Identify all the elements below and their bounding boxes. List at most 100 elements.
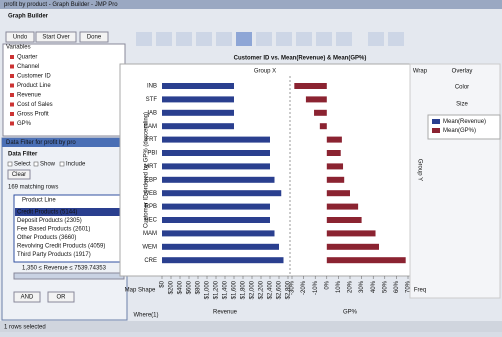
bar [326, 217, 362, 223]
x-tick-label: -30% [290, 280, 296, 295]
zone: Group Y [416, 159, 422, 181]
x-tick-label: -20% [301, 280, 307, 295]
button[interactable] [7, 169, 31, 180]
tool-icon[interactable] [216, 32, 232, 46]
x-tick-label: $2,800 [286, 280, 292, 299]
bar [162, 123, 234, 130]
y-tick-label: STF [146, 97, 158, 103]
y-tick-label: EBP [145, 177, 157, 183]
y-tick-label: CRE [144, 258, 157, 264]
tool-icon[interactable] [276, 32, 292, 46]
filter-item[interactable]: Deposit Products (2305) [17, 218, 82, 224]
tool-icon[interactable] [176, 32, 192, 46]
tool-icon[interactable] [368, 32, 384, 46]
bar [162, 150, 270, 156]
x-axis-label: Revenue [213, 310, 238, 316]
filter-option: Include [66, 162, 86, 168]
y-tick-label: INB [147, 84, 157, 90]
y-tick-label: MRT [144, 164, 157, 170]
filter-item[interactable]: Revolving Credit Products (4059) [17, 244, 105, 250]
x-tick-label: 70% [406, 280, 412, 293]
tool-icon[interactable] [296, 32, 312, 46]
legend-swatch [432, 119, 440, 124]
tool-icon[interactable] [388, 32, 404, 46]
x-tick-label: -10% [313, 280, 319, 295]
button[interactable] [5, 31, 35, 43]
y-tick-label: HEC [144, 218, 157, 224]
variable[interactable]: Customer ID [17, 74, 51, 80]
x-tick-label: $400 [178, 280, 184, 294]
button[interactable] [35, 31, 77, 43]
filter-item[interactable]: Third Party Products (1917) [17, 252, 91, 258]
tool-icon[interactable] [256, 32, 272, 46]
bar [162, 217, 270, 223]
y-tick-label: WEM [142, 244, 157, 250]
filter-item[interactable]: Other Products (3660) [17, 235, 76, 241]
variable[interactable]: Gross Profit [17, 112, 49, 118]
bar [326, 176, 345, 183]
button[interactable] [13, 291, 41, 303]
tool-icon[interactable] [156, 32, 172, 46]
x-tick-label: $2,200 [259, 280, 265, 299]
x-tick-label: $200 [169, 280, 175, 294]
bar [326, 257, 406, 264]
x-tick-label: 50% [382, 280, 388, 293]
x-tick-label: $1,800 [241, 280, 247, 299]
variable[interactable]: Product Line [17, 83, 51, 89]
header: Graph Builder [8, 14, 49, 20]
checkbox[interactable] [59, 161, 65, 167]
filter-window-title: Data Filter for profit by pro [6, 140, 76, 146]
tool-icon[interactable] [136, 32, 152, 46]
x-tick-label: 20% [348, 280, 354, 293]
y-tick-label: FRT [145, 137, 157, 143]
button[interactable] [79, 31, 109, 43]
filter-list [13, 194, 125, 263]
tool-icon[interactable] [236, 32, 252, 46]
button-label: OR [57, 295, 67, 301]
checkbox[interactable] [33, 161, 39, 167]
button[interactable] [47, 291, 75, 303]
variable[interactable]: Cost of Sales [17, 102, 53, 108]
variables-label: Variables [6, 45, 31, 51]
bar [326, 190, 350, 197]
bar [162, 176, 275, 183]
bar [162, 190, 282, 197]
x-tick-label: $2,600 [277, 280, 283, 299]
bar [314, 109, 327, 116]
x-tick-label: $1,400 [223, 280, 229, 299]
filter-title-bar [2, 138, 127, 147]
slider [13, 272, 125, 280]
checkbox[interactable] [7, 161, 13, 167]
tool-icon[interactable] [316, 32, 332, 46]
variable[interactable]: Revenue [17, 93, 42, 99]
chart-title: Customer ID vs. Mean(Revenue) & Mean(GP%… [234, 56, 367, 62]
window-title: profit by product - Graph Builder - JMP … [4, 2, 118, 8]
x-tick-label: 0% [324, 280, 330, 289]
zone: Color [455, 85, 469, 91]
x-tick-label: $1,200 [214, 280, 220, 299]
filter-option: Show [40, 162, 56, 168]
variable[interactable]: Quarter [17, 55, 37, 61]
button-label: Clear [12, 172, 26, 178]
x-tick-label: 30% [359, 280, 365, 293]
legend-swatch [432, 128, 440, 133]
variable[interactable]: Channel [17, 64, 39, 70]
filter-item[interactable]: Fee Based Products (2601) [17, 227, 90, 233]
matching-rows: 169 matching rows [8, 185, 58, 191]
y-tick-label: CAM [144, 124, 157, 130]
variable[interactable]: GP% [17, 121, 32, 127]
bar [326, 136, 342, 143]
bar [326, 230, 376, 237]
zone: Size [456, 102, 468, 108]
tool-icon[interactable] [196, 32, 212, 46]
filter-item[interactable]: Credit Products (5144) [17, 210, 77, 216]
y-tick-label: RPB [145, 204, 157, 210]
x-tick-label: $1,600 [232, 280, 238, 299]
tool-icon[interactable] [336, 32, 352, 46]
title-bar [0, 0, 502, 9]
bar [162, 203, 270, 210]
filter-option: Select [14, 162, 31, 168]
bar [162, 243, 279, 250]
